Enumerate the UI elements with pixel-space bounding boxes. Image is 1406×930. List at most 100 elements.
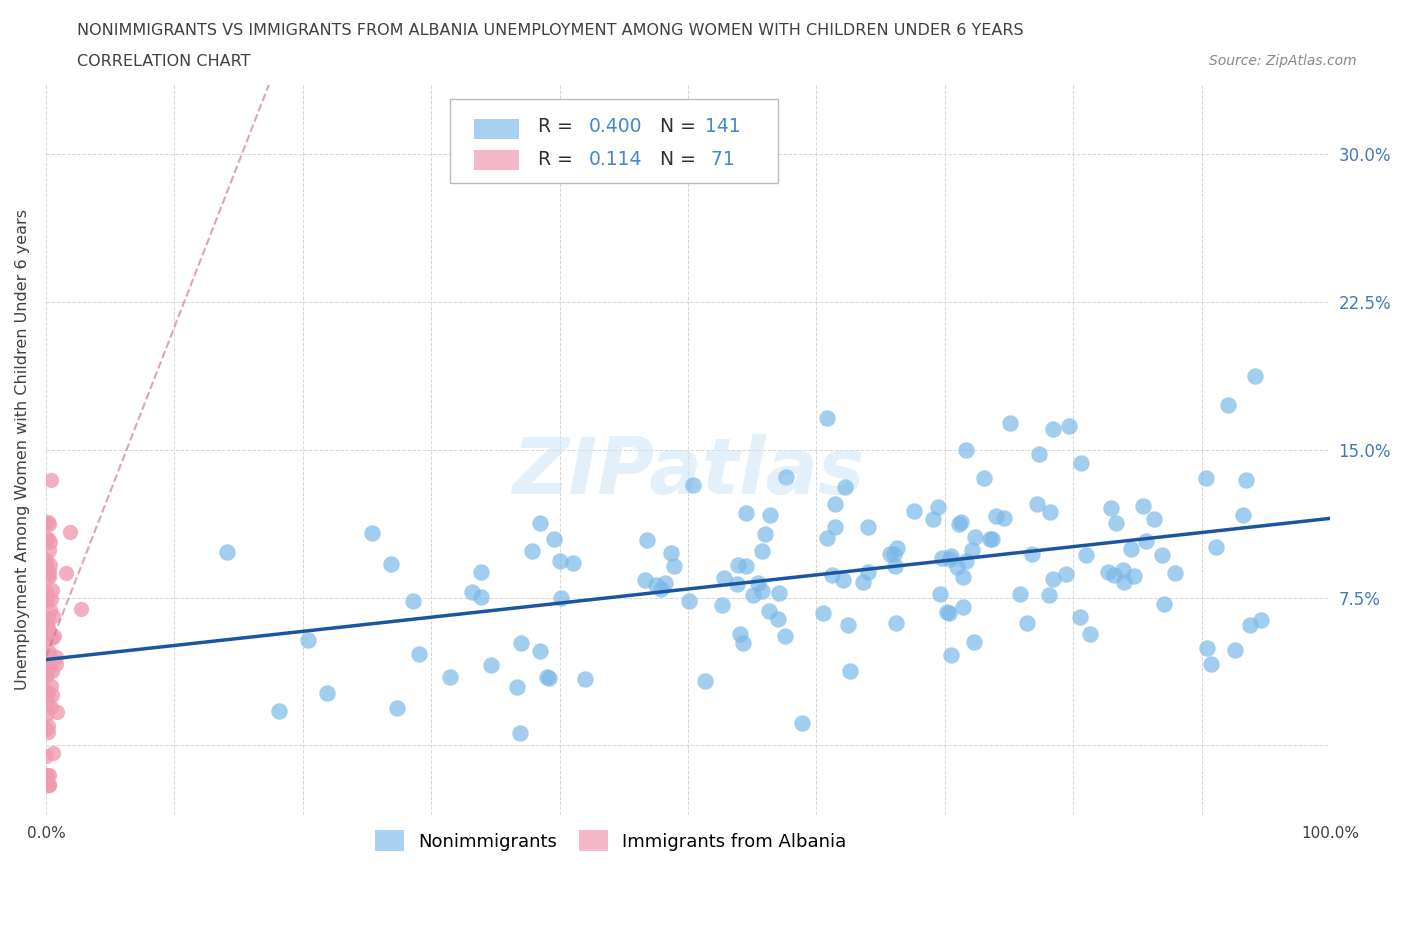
Point bbox=[38, 569, 60, 584]
Point bbox=[1010, 587, 1032, 602]
Point bbox=[949, 514, 972, 529]
Point bbox=[955, 443, 977, 458]
Point bbox=[470, 565, 492, 579]
Legend: Nonimmigrants, Immigrants from Albania: Nonimmigrants, Immigrants from Albania bbox=[366, 821, 856, 860]
Point bbox=[758, 604, 780, 618]
Point bbox=[693, 673, 716, 688]
Point bbox=[883, 547, 905, 562]
Point bbox=[35, 516, 58, 531]
Point bbox=[634, 572, 657, 587]
Text: 0.114: 0.114 bbox=[589, 151, 643, 169]
Point bbox=[751, 544, 773, 559]
Point bbox=[529, 644, 551, 658]
Point bbox=[41, 688, 63, 703]
Point bbox=[543, 531, 565, 546]
Point bbox=[766, 612, 789, 627]
Point bbox=[37, 719, 59, 734]
Point bbox=[963, 634, 986, 649]
Point bbox=[35, 583, 58, 598]
Point bbox=[935, 605, 957, 620]
Point bbox=[1112, 575, 1135, 590]
Point bbox=[1119, 541, 1142, 556]
Point bbox=[439, 670, 461, 684]
Point bbox=[37, 610, 59, 625]
Point bbox=[41, 631, 63, 646]
Point bbox=[536, 670, 558, 684]
Point bbox=[1021, 547, 1043, 562]
Point bbox=[35, 647, 58, 662]
Point bbox=[727, 558, 749, 573]
Point bbox=[39, 699, 62, 714]
Point bbox=[39, 558, 62, 573]
Point bbox=[37, 660, 59, 675]
Point bbox=[45, 650, 67, 665]
Point bbox=[1042, 422, 1064, 437]
Text: N =: N = bbox=[659, 117, 696, 136]
Point bbox=[973, 471, 995, 485]
Point bbox=[1132, 498, 1154, 513]
Text: NONIMMIGRANTS VS IMMIGRANTS FROM ALBANIA UNEMPLOYMENT AMONG WOMEN WITH CHILDREN : NONIMMIGRANTS VS IMMIGRANTS FROM ALBANIA… bbox=[77, 23, 1024, 38]
Point bbox=[955, 554, 977, 569]
Point bbox=[297, 632, 319, 647]
Point bbox=[927, 499, 949, 514]
Point bbox=[832, 573, 855, 588]
Point bbox=[38, 777, 60, 792]
Point bbox=[1250, 612, 1272, 627]
Point bbox=[44, 657, 66, 671]
Point bbox=[725, 577, 748, 591]
Point bbox=[654, 576, 676, 591]
Point bbox=[38, 516, 60, 531]
Point bbox=[645, 578, 668, 592]
Point bbox=[380, 557, 402, 572]
Point bbox=[35, 661, 58, 676]
Point bbox=[35, 553, 58, 568]
Point bbox=[561, 555, 583, 570]
Point bbox=[952, 600, 974, 615]
Point bbox=[965, 529, 987, 544]
Point bbox=[839, 664, 862, 679]
Point bbox=[731, 636, 754, 651]
Point bbox=[741, 587, 763, 602]
Point bbox=[550, 591, 572, 605]
Point bbox=[821, 567, 844, 582]
Point bbox=[37, 619, 59, 634]
Point bbox=[1232, 508, 1254, 523]
Point bbox=[650, 581, 672, 596]
Point bbox=[59, 525, 82, 539]
Point bbox=[759, 508, 782, 523]
Point bbox=[754, 526, 776, 541]
Point bbox=[35, 618, 58, 633]
Point bbox=[1069, 609, 1091, 624]
Point bbox=[941, 648, 963, 663]
Point bbox=[929, 587, 952, 602]
Point bbox=[1097, 565, 1119, 579]
Point bbox=[922, 512, 945, 527]
Point bbox=[1195, 471, 1218, 485]
Point bbox=[42, 609, 65, 624]
Y-axis label: Unemployment Among Women with Children Under 6 years: Unemployment Among Women with Children U… bbox=[15, 209, 30, 690]
Point bbox=[39, 535, 62, 550]
Point bbox=[1143, 512, 1166, 527]
Point bbox=[815, 530, 838, 545]
Point bbox=[316, 685, 339, 700]
Point bbox=[41, 663, 63, 678]
Point bbox=[35, 684, 58, 699]
Point bbox=[35, 648, 58, 663]
Point bbox=[1135, 534, 1157, 549]
Point bbox=[39, 591, 62, 606]
Point bbox=[1028, 446, 1050, 461]
Point bbox=[751, 583, 773, 598]
Point bbox=[35, 768, 58, 783]
Point bbox=[35, 656, 58, 671]
Point bbox=[37, 532, 59, 547]
Point bbox=[998, 416, 1021, 431]
Point bbox=[37, 531, 59, 546]
Point bbox=[713, 570, 735, 585]
Point bbox=[636, 533, 658, 548]
Point bbox=[1076, 548, 1098, 563]
Point bbox=[1164, 565, 1187, 580]
Point bbox=[1239, 618, 1261, 632]
Point bbox=[1150, 548, 1173, 563]
Point bbox=[548, 553, 571, 568]
Point bbox=[1122, 568, 1144, 583]
